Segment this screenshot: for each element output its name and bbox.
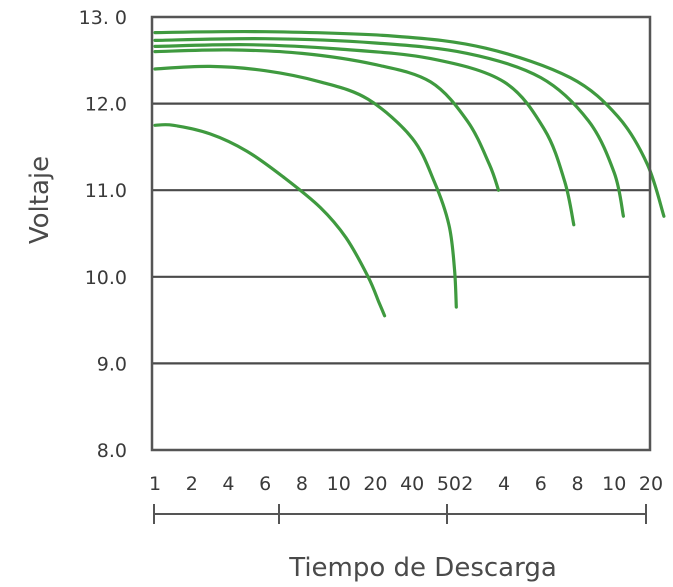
y-tick-label: 10.0: [85, 267, 127, 289]
y-tick-label: 8.0: [97, 440, 127, 462]
x-tick-label: 2: [186, 473, 198, 495]
x-tick-label: 8: [296, 473, 308, 495]
x-axis-label: Tiempo de Descarga: [288, 553, 557, 583]
discharge-curve-3: [153, 48, 501, 192]
discharge-curve-4: [153, 43, 576, 227]
x-tick-label: 4: [222, 473, 234, 495]
grid: [152, 102, 650, 365]
x-tick-label: 10: [327, 473, 351, 495]
x-tick-label: 6: [535, 473, 547, 495]
y-tick-label: 13. 0: [79, 7, 127, 29]
discharge-curve-2: [153, 64, 458, 309]
discharge-curve-1: [153, 123, 387, 318]
x-tick-label: 20: [639, 473, 663, 495]
y-tick-label: 9.0: [97, 353, 127, 375]
x-tick-label: 50: [437, 473, 461, 495]
series-lines: [153, 29, 666, 318]
x-tick-label: 10: [602, 473, 626, 495]
x-tick-label: 40: [400, 473, 424, 495]
y-tick-label: 11.0: [85, 180, 127, 202]
x-tick-label: 8: [571, 473, 583, 495]
y-tick-labels: 13. 0 12.0 11.0 10.0 9.0 8.0: [79, 7, 127, 462]
discharge-curve-5: [153, 37, 625, 218]
x-tick-label: 20: [363, 473, 387, 495]
x-tick-label: 1: [149, 473, 161, 495]
x-tick-label: 2: [461, 473, 473, 495]
x-tick-labels: 1 2 4 6 8 10 20 40 50 2 4 6 8 10 20: [149, 473, 663, 495]
y-tick-label: 12.0: [85, 94, 127, 116]
discharge-curve-6: [153, 29, 666, 218]
x-tick-label: 4: [498, 473, 510, 495]
plot-frame: [150, 15, 652, 452]
y-axis-label: Voltaje: [25, 156, 55, 244]
x-tick-label: 6: [259, 473, 271, 495]
x-range-brackets: [153, 504, 647, 524]
